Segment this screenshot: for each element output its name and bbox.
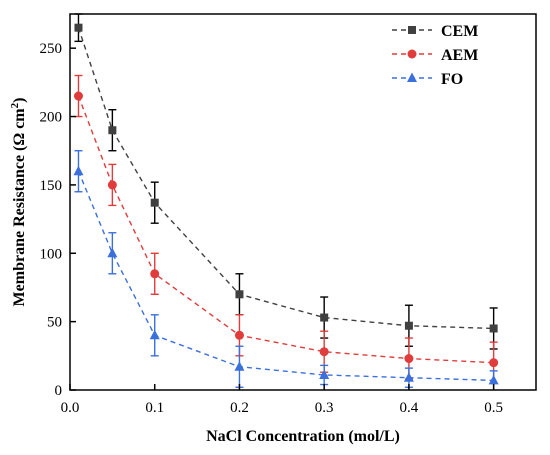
data-point-fo bbox=[149, 329, 160, 340]
x-tick-label: 0.3 bbox=[315, 400, 334, 416]
data-point-cem bbox=[404, 321, 413, 330]
x-tick-label: 0.5 bbox=[484, 400, 503, 416]
y-tick-label: 250 bbox=[40, 41, 63, 57]
y-tick-label: 100 bbox=[40, 246, 63, 262]
data-point-aem bbox=[234, 330, 244, 340]
data-point-cem bbox=[108, 126, 117, 135]
y-axis-label-close: ) bbox=[11, 98, 28, 103]
y-tick-label: 0 bbox=[55, 383, 63, 399]
legend-label: FO bbox=[441, 71, 463, 88]
legend-swatch-marker bbox=[408, 26, 416, 34]
series-line-aem bbox=[77, 95, 494, 364]
x-tick-label: 0.0 bbox=[61, 400, 80, 416]
data-point-aem bbox=[150, 269, 160, 279]
data-point-aem bbox=[319, 347, 329, 357]
legend-item-aem: AEM bbox=[392, 47, 478, 64]
x-tick-label: 0.4 bbox=[400, 400, 419, 416]
data-point-fo bbox=[403, 372, 414, 382]
data-point-fo bbox=[488, 374, 499, 385]
x-tick-label: 0.2 bbox=[230, 400, 249, 416]
y-axis-label-superscript: 2 bbox=[9, 102, 21, 108]
y-tick-label: 150 bbox=[40, 178, 63, 194]
legend: CEM AEM FO bbox=[392, 23, 478, 88]
y-tick-label: 200 bbox=[40, 110, 63, 126]
legend-swatch-marker bbox=[407, 49, 417, 59]
axes: 0.0 0.1 0.2 0.3 0.4 0.5 0 50 100 150 200 250 bbox=[40, 13, 537, 416]
data-point-cem bbox=[320, 313, 329, 322]
legend-item-cem: CEM bbox=[392, 23, 478, 40]
legend-label: AEM bbox=[441, 47, 478, 64]
y-tick-label: 50 bbox=[47, 315, 62, 331]
data-point-fo bbox=[107, 247, 118, 258]
data-point-cem bbox=[489, 324, 498, 333]
data-point-fo bbox=[319, 369, 330, 379]
plot-area bbox=[73, 13, 499, 390]
x-axis-label: NaCl Concentration (mol/L) bbox=[206, 428, 400, 445]
data-point-aem bbox=[73, 91, 83, 101]
data-point-cem bbox=[150, 198, 159, 207]
data-point-fo bbox=[73, 165, 84, 176]
series-aem bbox=[73, 74, 499, 384]
legend-swatch-marker bbox=[407, 72, 417, 82]
x-tick-label: 0.1 bbox=[145, 400, 164, 416]
y-axis-label: Membrane Resistance (Ω cm2) bbox=[9, 98, 28, 307]
data-point-aem bbox=[404, 354, 414, 364]
series-fo bbox=[73, 150, 499, 390]
plot-frame bbox=[69, 13, 537, 391]
data-point-aem bbox=[107, 180, 117, 190]
series-line-cem bbox=[77, 27, 494, 330]
legend-label: CEM bbox=[441, 23, 478, 40]
legend-item-fo: FO bbox=[392, 71, 463, 88]
y-axis-label-main: Membrane Resistance (Ω cm bbox=[11, 108, 28, 307]
series-cem bbox=[74, 13, 498, 350]
data-point-cem bbox=[74, 23, 83, 32]
data-point-aem bbox=[489, 358, 499, 368]
data-point-fo bbox=[234, 361, 245, 371]
data-point-cem bbox=[235, 290, 244, 299]
series-line-fo bbox=[77, 170, 494, 382]
